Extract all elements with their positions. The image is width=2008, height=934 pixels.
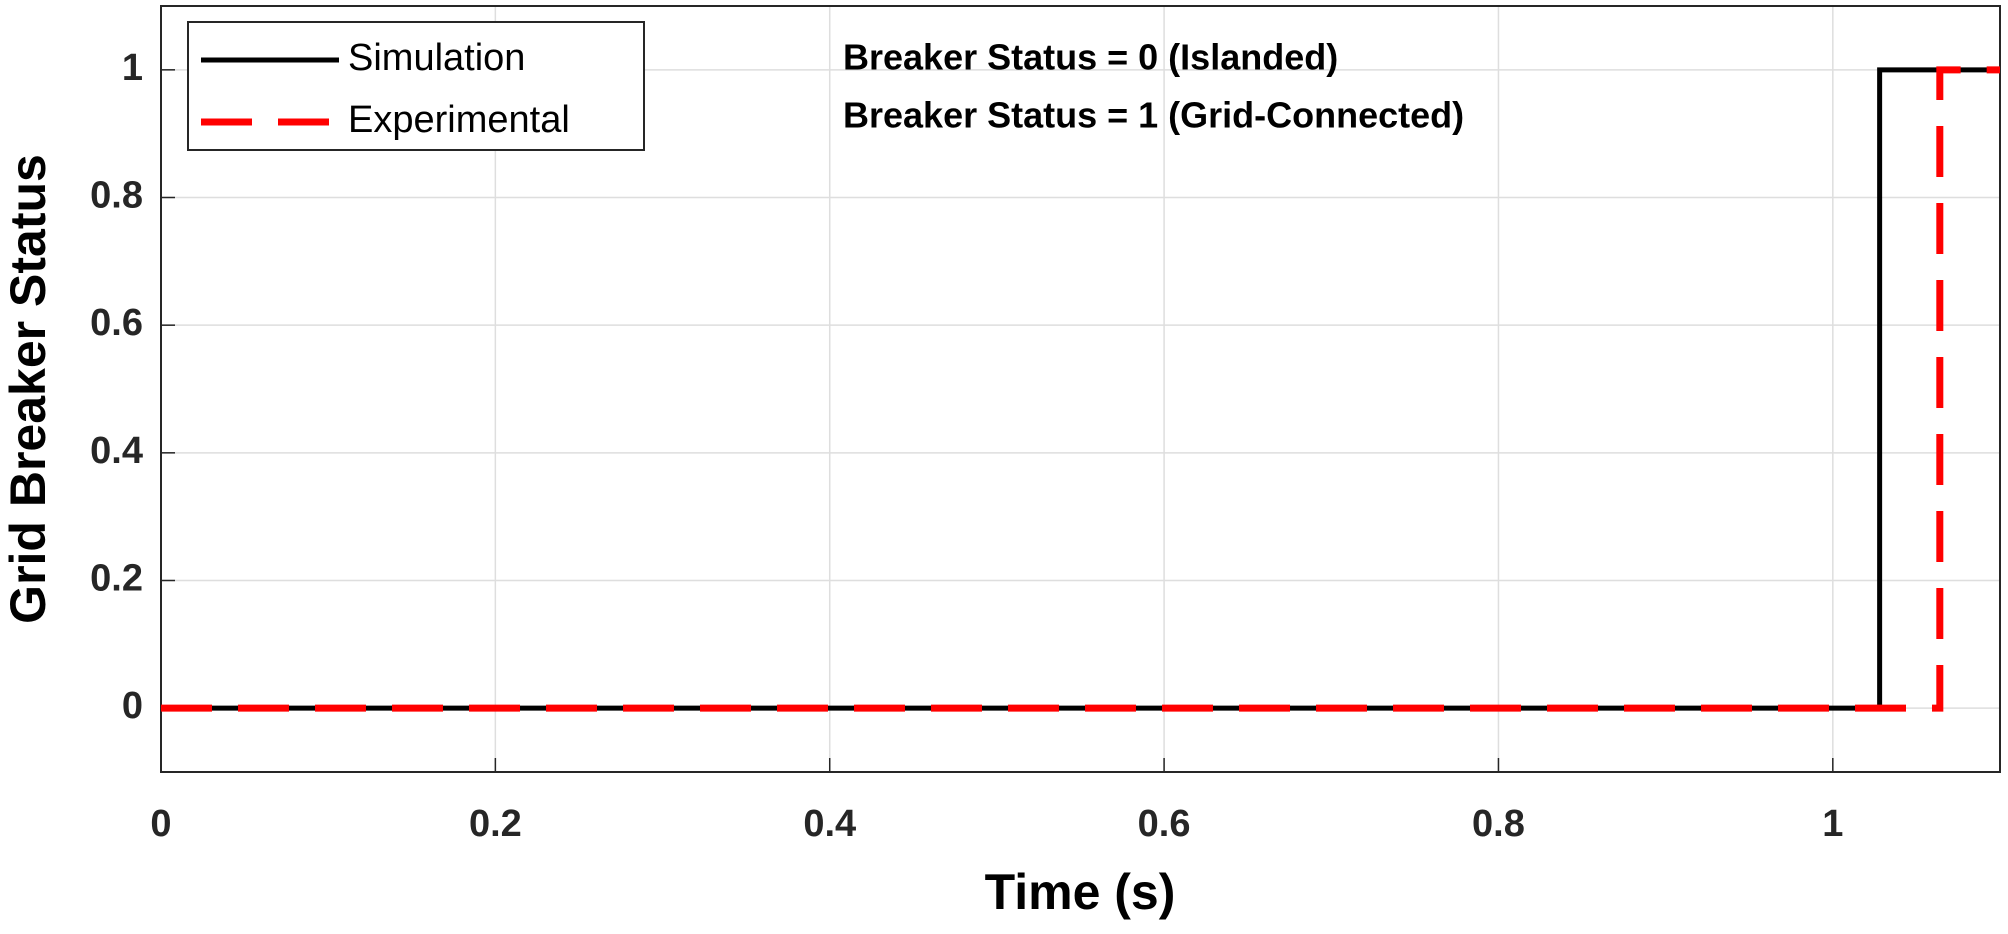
y-tick-label: 0: [122, 685, 143, 727]
series-line: [161, 66, 2000, 712]
y-tick-label: 0.6: [90, 302, 143, 344]
legend-label: Experimental: [348, 99, 570, 141]
x-tick-label: 0.6: [1138, 803, 1191, 845]
x-tick-label: 0.4: [803, 803, 856, 845]
y-axis-label: Grid Breaker Status: [0, 154, 56, 624]
x-tick-label: 0.2: [469, 803, 522, 845]
annotation: Breaker Status = 1 (Grid-Connected): [843, 95, 1464, 136]
y-tick-label: 0.8: [90, 175, 143, 217]
series-line: [161, 67, 2000, 711]
x-tick-label: 0.8: [1472, 803, 1525, 845]
x-tick-label: 0: [150, 803, 171, 845]
y-tick-label: 0.2: [90, 558, 143, 600]
y-tick-label: 0.4: [90, 430, 143, 472]
legend-label: Simulation: [348, 37, 525, 79]
y-tick-label: 1: [122, 47, 143, 89]
x-axis-label: Time (s): [985, 864, 1176, 920]
legend-box: [187, 21, 645, 151]
plot-frame: [160, 5, 2001, 773]
x-tick-label: 1: [1822, 803, 1843, 845]
annotation: Breaker Status = 0 (Islanded): [843, 37, 1338, 78]
